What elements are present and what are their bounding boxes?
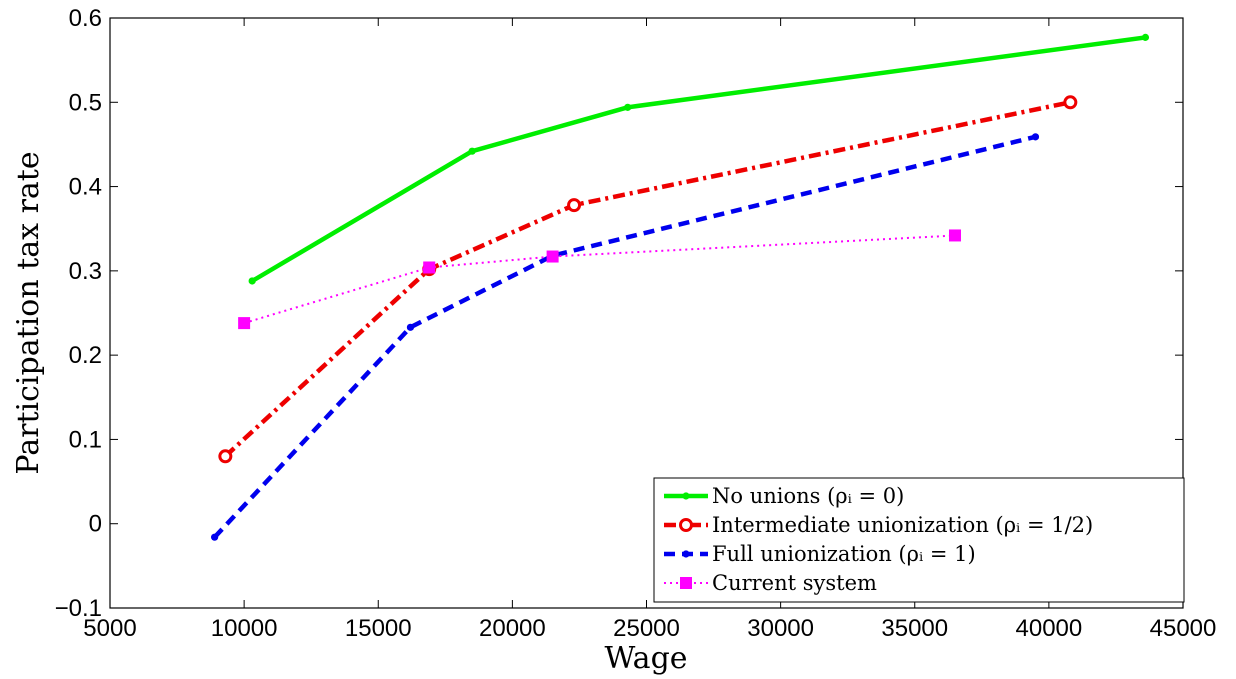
legend-swatch-marker [682, 492, 690, 500]
x-tick-label: 10000 [211, 615, 278, 642]
x-tick-label: 35000 [881, 615, 948, 642]
legend-label: Current system [712, 571, 877, 595]
data-point [624, 103, 632, 111]
x-tick-label: 25000 [613, 615, 680, 642]
x-tick-label: 40000 [1016, 615, 1083, 642]
legend-item: Intermediate unionization (ρᵢ = 1/2) [664, 513, 1093, 537]
data-point [1063, 95, 1078, 110]
y-tick-label: −0.1 [55, 595, 102, 622]
data-point [218, 449, 233, 464]
x-axis-title: Wage [604, 641, 687, 676]
axis-ticks: 5000 10000 15000 20000 25000 30000 35000 40000 4… [55, 5, 1217, 642]
legend: No unions (ρᵢ = 0) Intermediate unionizat… [653, 477, 1185, 603]
plot-area [211, 33, 1150, 541]
series-line [251, 35, 1146, 283]
legend-box [653, 477, 1185, 603]
data-point [248, 277, 256, 285]
data-point [211, 533, 219, 541]
x-tick-label: 20000 [479, 615, 546, 642]
x-tick-label: 5000 [83, 615, 136, 642]
legend-swatch-marker [680, 577, 692, 589]
y-tick-label: 0.4 [69, 174, 102, 201]
series-0 [248, 33, 1150, 285]
x-tick-label: 30000 [747, 615, 814, 642]
legend-item: No unions (ρᵢ = 0) [664, 484, 904, 508]
y-tick-label: 0 [89, 511, 102, 538]
legend-swatch-marker [679, 518, 693, 532]
legend-swatch-marker [682, 550, 690, 558]
data-point [948, 229, 961, 242]
x-tick-label: 45000 [1150, 615, 1217, 642]
data-point [238, 317, 251, 330]
y-tick-label: 0.1 [69, 426, 102, 453]
data-point [406, 323, 415, 331]
legend-label: Intermediate unionization (ρᵢ = 1/2) [712, 513, 1093, 537]
data-point [468, 147, 476, 155]
data-point [1141, 33, 1150, 41]
y-tick-label: 0.5 [69, 89, 102, 116]
legend-item: Current system [664, 571, 877, 595]
y-tick-label: 0.3 [69, 258, 102, 285]
data-point [423, 261, 436, 274]
series-line [212, 134, 1037, 539]
data-point [546, 250, 559, 263]
series-line [243, 234, 956, 325]
series-line [223, 100, 1071, 458]
y-axis-title: Participation tax rate [11, 151, 46, 474]
y-tick-label: 0.6 [69, 5, 102, 32]
legend-label: Full unionization (ρᵢ = 1) [712, 542, 976, 566]
data-point [567, 198, 582, 213]
legend-item: Full unionization (ρᵢ = 1) [664, 542, 976, 566]
legend-label: No unions (ρᵢ = 0) [712, 484, 904, 508]
x-tick-label: 15000 [345, 615, 412, 642]
data-point [1031, 133, 1040, 141]
y-tick-label: 0.2 [69, 342, 102, 369]
series-3 [238, 229, 961, 330]
series-1 [218, 95, 1078, 464]
